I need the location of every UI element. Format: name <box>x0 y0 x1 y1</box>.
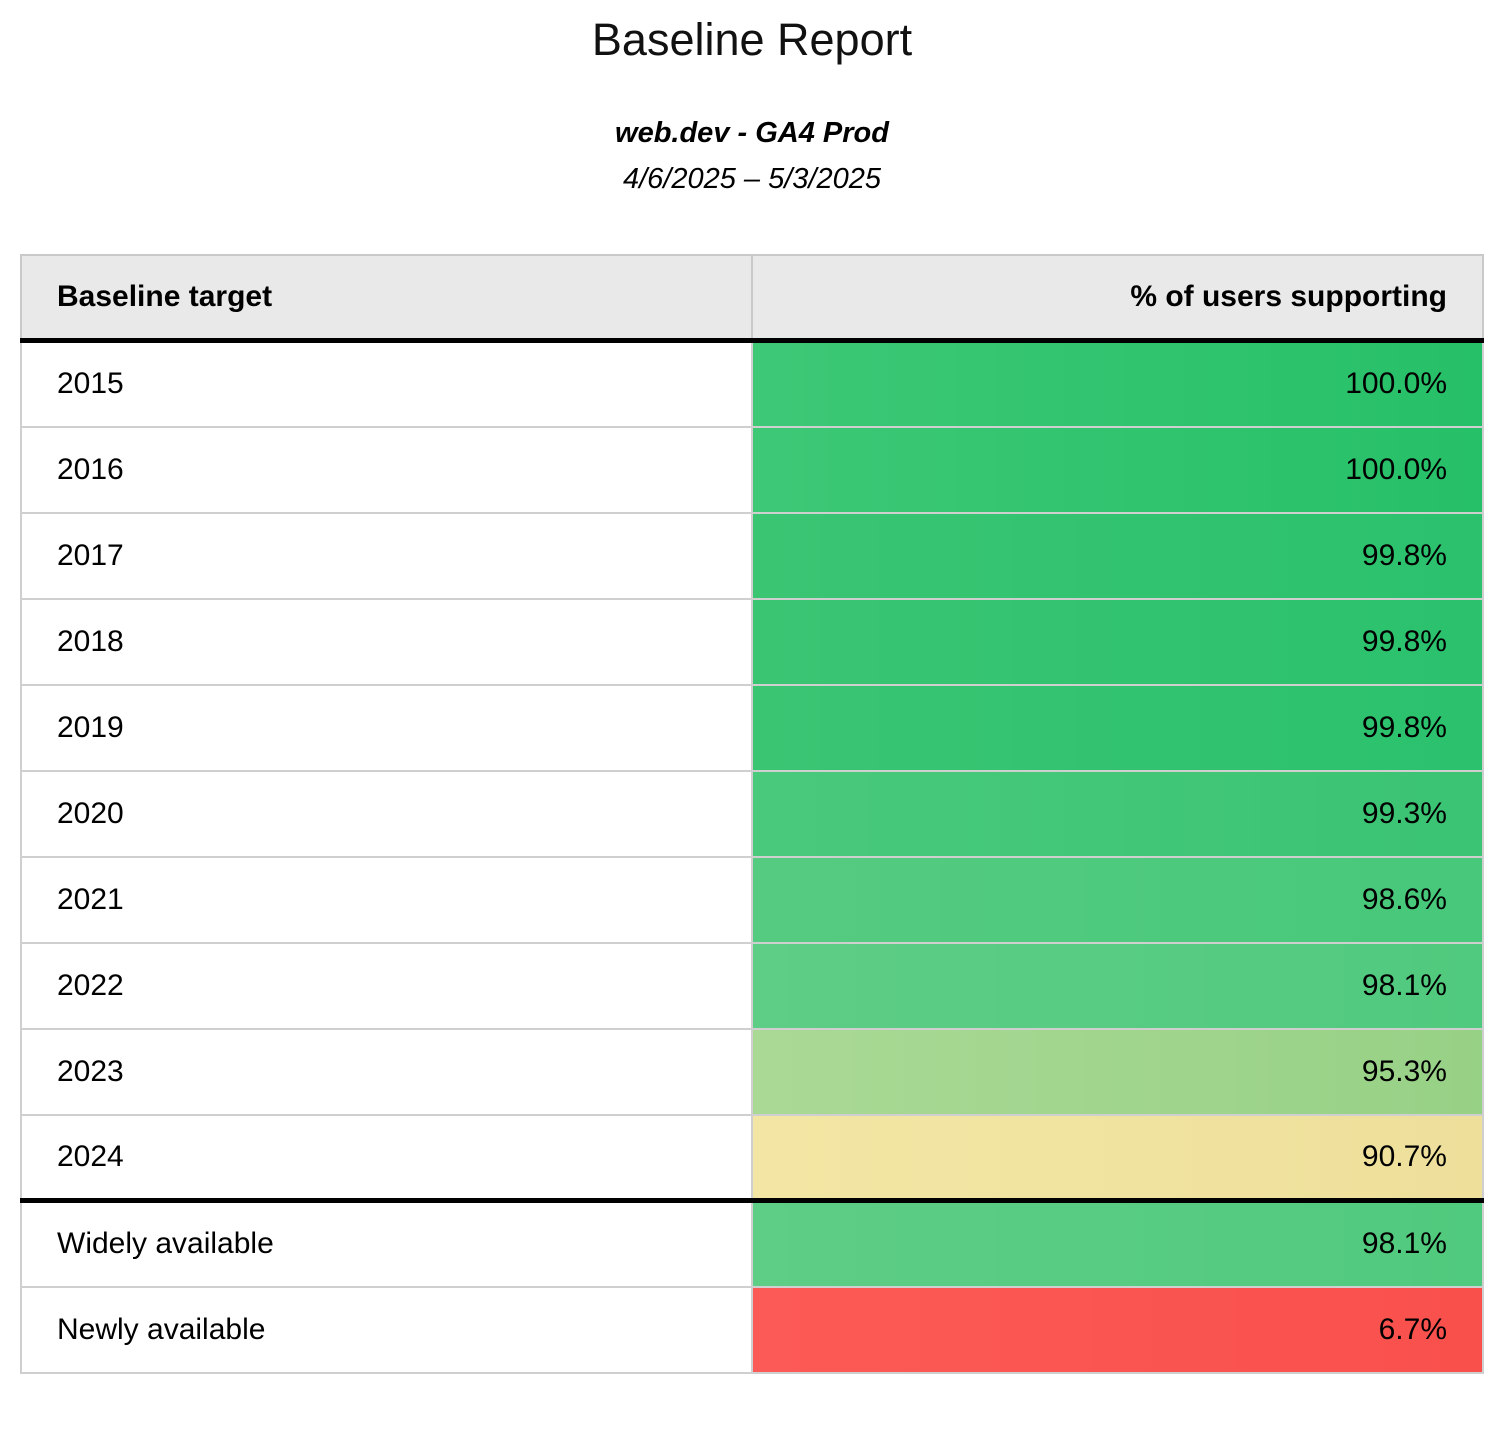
percent-supporting-cell: 6.7% <box>751 1285 1484 1374</box>
table-row: 2017 99.8% <box>20 511 1484 600</box>
baseline-target-cell: 2018 <box>20 597 753 686</box>
baseline-target-cell: Newly available <box>20 1285 753 1374</box>
table-row: 2023 95.3% <box>20 1027 1484 1116</box>
percent-supporting-cell: 98.1% <box>751 941 1484 1030</box>
percent-supporting-cell: 99.8% <box>751 511 1484 600</box>
page-title: Baseline Report <box>591 14 913 65</box>
table-header: Baseline target % of users supporting <box>20 253 1484 344</box>
table-row: 2021 98.6% <box>20 855 1484 944</box>
baseline-target-cell: 2021 <box>20 855 753 944</box>
baseline-target-cell: 2015 <box>20 339 753 428</box>
baseline-table: Baseline target % of users supporting 20… <box>20 253 1484 1374</box>
baseline-target-cell: 2022 <box>20 941 753 1030</box>
percent-supporting-cell: 99.3% <box>751 769 1484 858</box>
table-body: 2015 100.0% 2016 100.0% 2017 99.8% 2018 99.8% 20… <box>20 339 1484 1374</box>
baseline-target-cell: Widely available <box>20 1198 753 1288</box>
baseline-target-cell: 2019 <box>20 683 753 772</box>
table-row: Widely available 98.1% <box>20 1198 1484 1288</box>
column-header-percent-supporting: % of users supporting <box>751 253 1484 344</box>
baseline-target-cell: 2024 <box>20 1113 753 1202</box>
report-property-name: web.dev - GA4 Prod <box>615 116 889 149</box>
percent-supporting-cell: 100.0% <box>751 425 1484 514</box>
report-date-range: 4/6/2025 – 5/3/2025 <box>622 162 881 195</box>
percent-supporting-cell: 98.6% <box>751 855 1484 944</box>
table-row: 2015 100.0% <box>20 339 1484 428</box>
table-row: 2020 99.3% <box>20 769 1484 858</box>
baseline-target-cell: 2023 <box>20 1027 753 1116</box>
table-row: Newly available 6.7% <box>20 1285 1484 1374</box>
percent-supporting-cell: 100.0% <box>751 339 1484 428</box>
percent-supporting-cell: 99.8% <box>751 597 1484 686</box>
baseline-target-cell: 2020 <box>20 769 753 858</box>
table-row: 2019 99.8% <box>20 683 1484 772</box>
table-row: 2022 98.1% <box>20 941 1484 1030</box>
table-header-row: Baseline target % of users supporting <box>20 253 1484 344</box>
table-row: 2016 100.0% <box>20 425 1484 514</box>
percent-supporting-cell: 95.3% <box>751 1027 1484 1116</box>
baseline-report-page: Baseline Report web.dev - GA4 Prod 4/6/2… <box>0 14 1504 1374</box>
column-header-baseline-target: Baseline target <box>20 253 753 344</box>
percent-supporting-cell: 90.7% <box>751 1113 1484 1202</box>
table-row: 2024 90.7% <box>20 1113 1484 1202</box>
percent-supporting-cell: 99.8% <box>751 683 1484 772</box>
baseline-target-cell: 2016 <box>20 425 753 514</box>
percent-supporting-cell: 98.1% <box>751 1198 1484 1288</box>
baseline-target-cell: 2017 <box>20 511 753 600</box>
table-row: 2018 99.8% <box>20 597 1484 686</box>
report-header: Baseline Report web.dev - GA4 Prod 4/6/2… <box>0 14 1504 196</box>
